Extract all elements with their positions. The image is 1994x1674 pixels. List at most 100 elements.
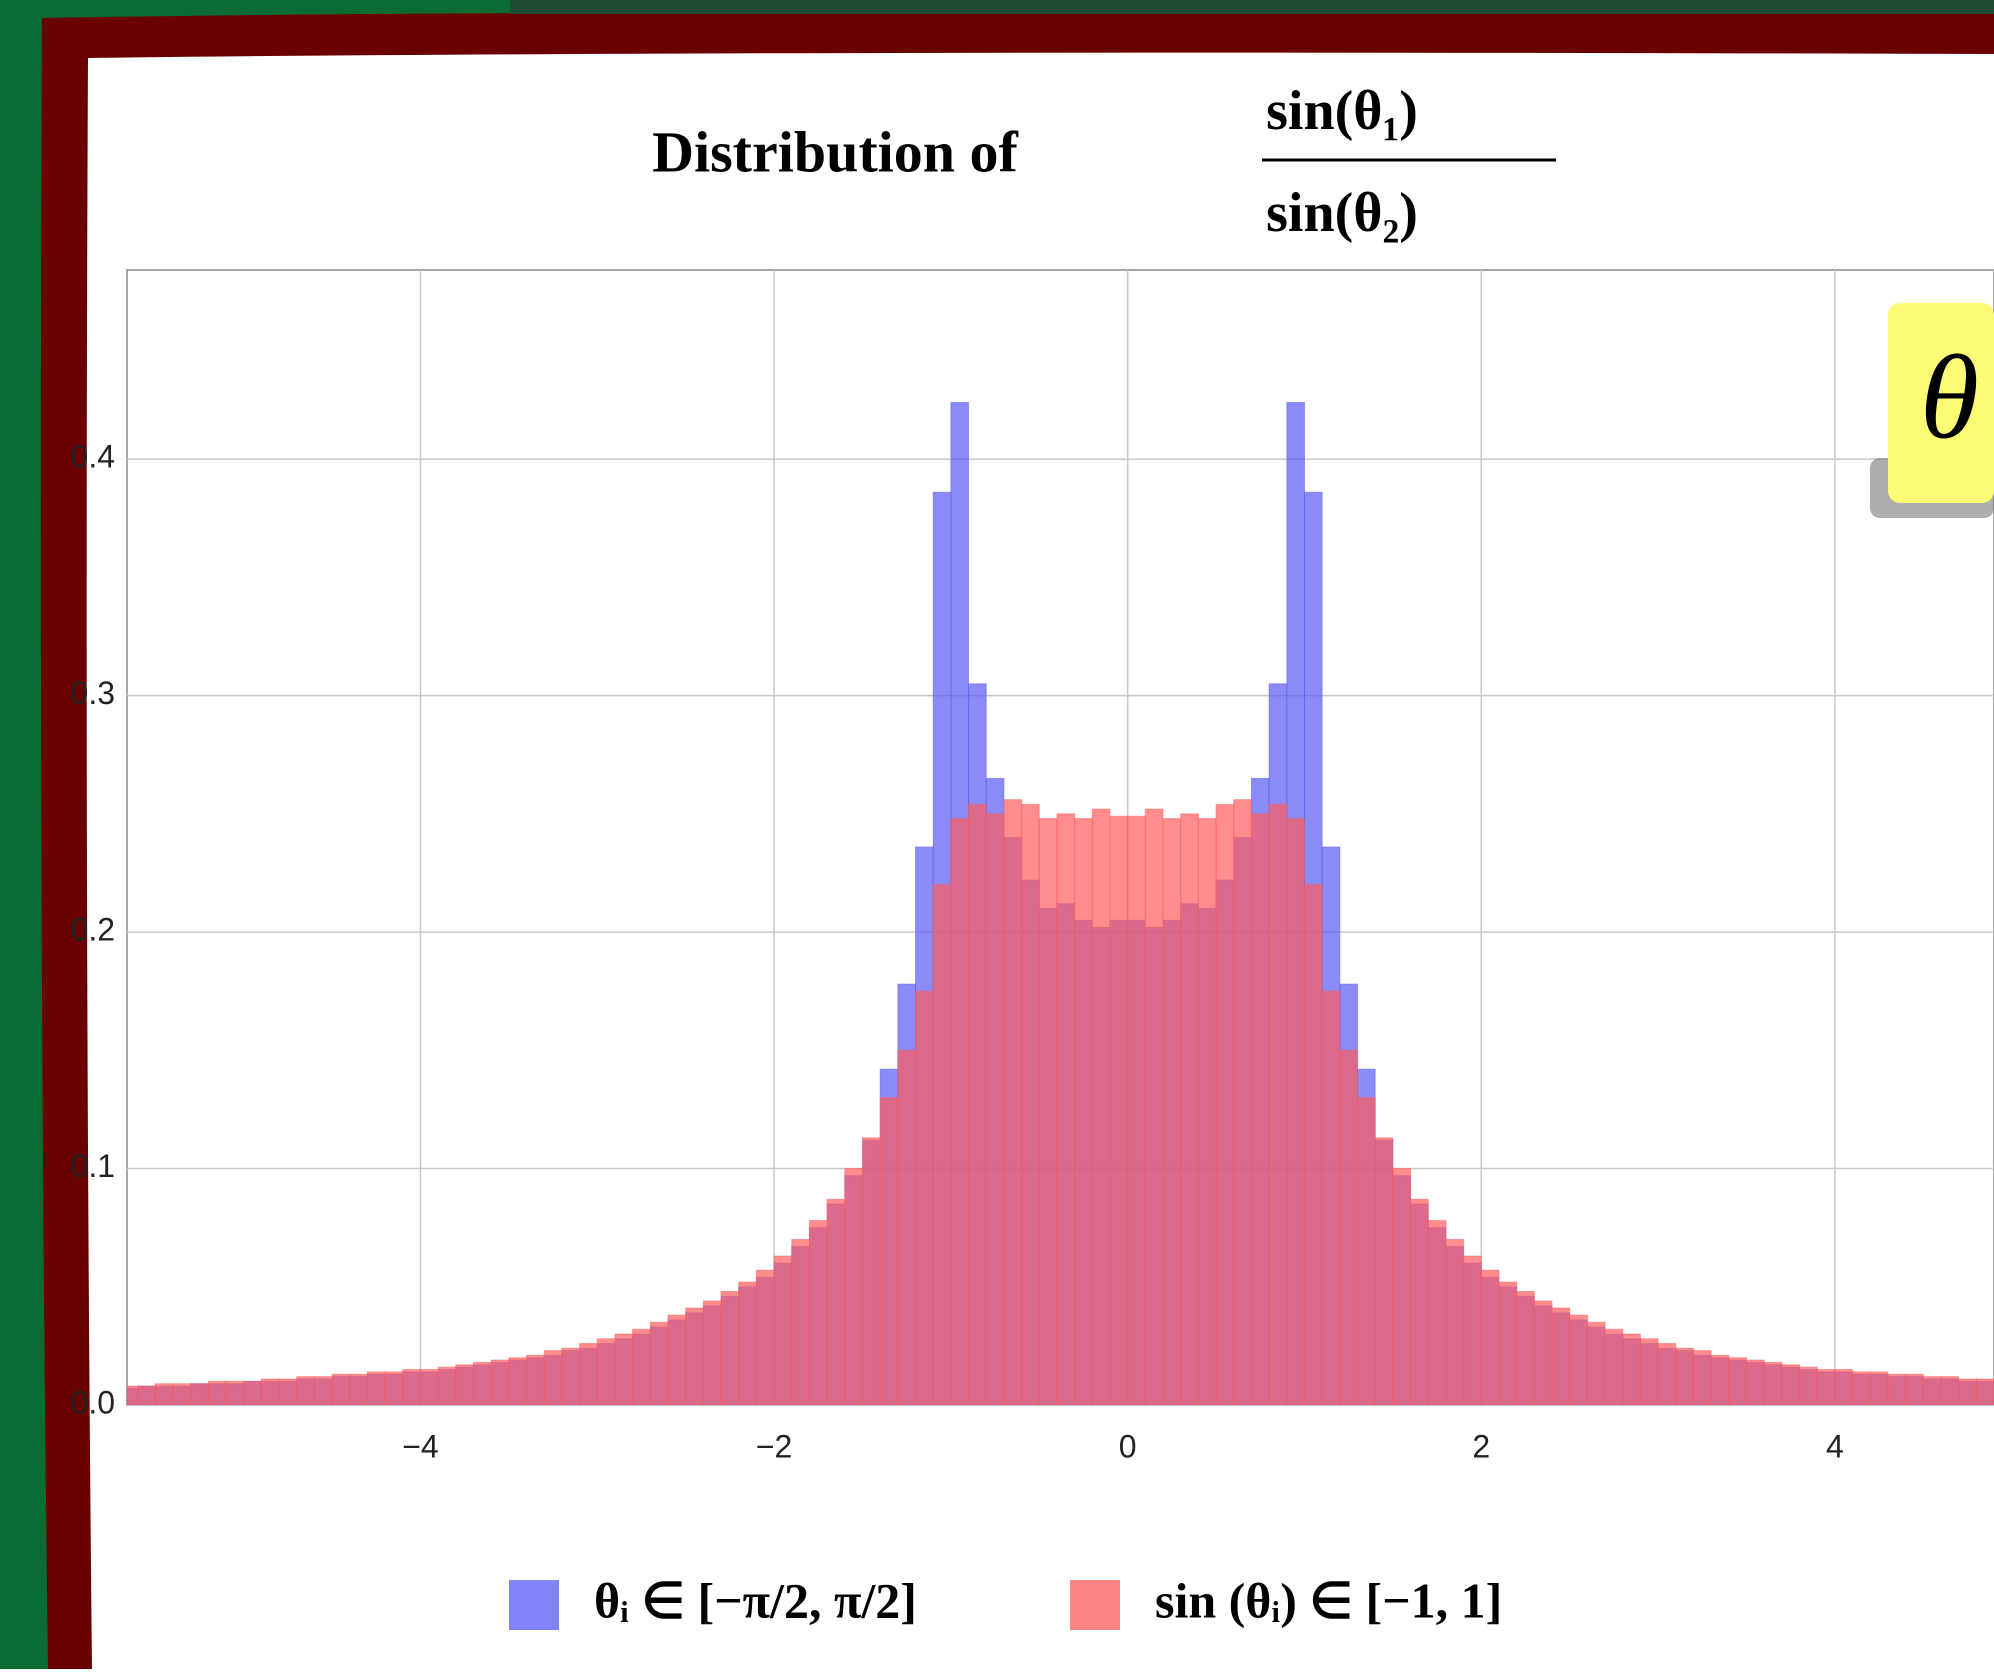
x-tick-label: −2 bbox=[756, 1428, 792, 1464]
bar bbox=[260, 1378, 280, 1405]
y-tick-label: 0.3 bbox=[71, 675, 115, 711]
bar bbox=[861, 1137, 881, 1405]
bar bbox=[225, 1380, 245, 1405]
bar bbox=[1392, 1168, 1412, 1405]
bar bbox=[1427, 1220, 1447, 1405]
bar bbox=[243, 1380, 262, 1405]
bar bbox=[543, 1350, 563, 1405]
title-numerator: sin(θ₁) bbox=[1266, 80, 1418, 142]
x-tick-label: 4 bbox=[1826, 1428, 1844, 1464]
bar bbox=[791, 1238, 810, 1405]
bar bbox=[1445, 1238, 1465, 1405]
bar bbox=[755, 1269, 775, 1405]
bar bbox=[1940, 1376, 1960, 1405]
bar bbox=[1180, 813, 1199, 1405]
legend-label: θᵢ ∈ [−π/2, π/2] bbox=[594, 1572, 917, 1628]
bar bbox=[1197, 818, 1217, 1405]
bar bbox=[1604, 1328, 1624, 1405]
bar bbox=[649, 1321, 669, 1405]
bar bbox=[1038, 818, 1058, 1405]
bar bbox=[207, 1380, 227, 1405]
bar bbox=[1639, 1338, 1659, 1405]
bar bbox=[879, 1097, 899, 1405]
bar bbox=[897, 1049, 917, 1405]
bar bbox=[1498, 1281, 1518, 1405]
note-text: θ bbox=[1920, 331, 1979, 464]
bar bbox=[632, 1328, 651, 1405]
y-tick-label: 0.0 bbox=[71, 1384, 115, 1420]
bar bbox=[685, 1307, 704, 1405]
bar bbox=[384, 1371, 404, 1405]
bar bbox=[437, 1366, 457, 1405]
bar bbox=[985, 813, 1005, 1405]
bar bbox=[1799, 1366, 1818, 1405]
bar bbox=[1816, 1369, 1836, 1405]
bar bbox=[349, 1373, 368, 1405]
bar bbox=[667, 1314, 687, 1405]
bar bbox=[1056, 813, 1076, 1405]
bar bbox=[1710, 1354, 1730, 1405]
bar bbox=[1781, 1364, 1801, 1405]
legend: θᵢ ∈ [−π/2, π/2] sin (θᵢ) ∈ [−1, 1] bbox=[509, 1572, 1502, 1630]
legend-swatch bbox=[509, 1580, 559, 1630]
bar bbox=[1622, 1333, 1641, 1405]
bar bbox=[596, 1338, 616, 1405]
bar bbox=[702, 1300, 722, 1405]
bar bbox=[473, 1361, 492, 1405]
bar bbox=[508, 1357, 528, 1405]
bar bbox=[1303, 884, 1323, 1405]
bar bbox=[402, 1369, 421, 1405]
bar bbox=[561, 1347, 581, 1405]
bar bbox=[1745, 1359, 1765, 1405]
y-tick-label: 0.4 bbox=[71, 439, 115, 475]
bar bbox=[1763, 1361, 1783, 1405]
bar bbox=[1021, 803, 1040, 1405]
bar bbox=[190, 1383, 209, 1405]
sticky-note bbox=[1888, 303, 1994, 503]
bar bbox=[1905, 1373, 1924, 1405]
bar bbox=[1268, 803, 1288, 1405]
bar bbox=[1869, 1371, 1889, 1405]
bar bbox=[1162, 818, 1182, 1405]
bar bbox=[1569, 1314, 1588, 1405]
bar bbox=[137, 1385, 156, 1405]
x-tick-label: 2 bbox=[1472, 1428, 1490, 1464]
frame-top bbox=[510, 0, 1994, 14]
x-tick-label: 0 bbox=[1119, 1428, 1137, 1464]
bar bbox=[331, 1373, 351, 1405]
bar bbox=[1286, 818, 1305, 1405]
title-denominator: sin(θ₂) bbox=[1266, 182, 1418, 244]
bar bbox=[1675, 1347, 1694, 1405]
bar bbox=[844, 1168, 863, 1405]
bar bbox=[1374, 1137, 1394, 1405]
bar bbox=[1321, 990, 1341, 1405]
bar bbox=[1728, 1357, 1747, 1405]
y-tick-label: 0.2 bbox=[71, 912, 115, 948]
bar bbox=[1516, 1291, 1535, 1405]
bar bbox=[1410, 1198, 1429, 1405]
bar bbox=[808, 1220, 828, 1405]
bar bbox=[826, 1198, 846, 1405]
bar bbox=[526, 1354, 545, 1405]
bar bbox=[1144, 808, 1164, 1405]
bar bbox=[1463, 1255, 1482, 1405]
bar bbox=[1958, 1378, 1977, 1405]
bar bbox=[1834, 1369, 1854, 1405]
bars bbox=[127, 401, 1994, 1405]
bar bbox=[419, 1369, 439, 1405]
bar bbox=[968, 803, 987, 1405]
bar bbox=[154, 1383, 174, 1405]
bar bbox=[1215, 803, 1235, 1405]
bar bbox=[720, 1291, 740, 1405]
legend-swatch bbox=[1070, 1580, 1120, 1630]
bar bbox=[1003, 799, 1023, 1405]
bar bbox=[1852, 1371, 1871, 1405]
bar bbox=[1533, 1300, 1553, 1405]
bar bbox=[1975, 1378, 1994, 1405]
bar bbox=[455, 1364, 475, 1405]
bar bbox=[1091, 808, 1111, 1405]
bar bbox=[278, 1378, 298, 1405]
bar bbox=[1922, 1376, 1942, 1405]
bar bbox=[773, 1255, 793, 1405]
